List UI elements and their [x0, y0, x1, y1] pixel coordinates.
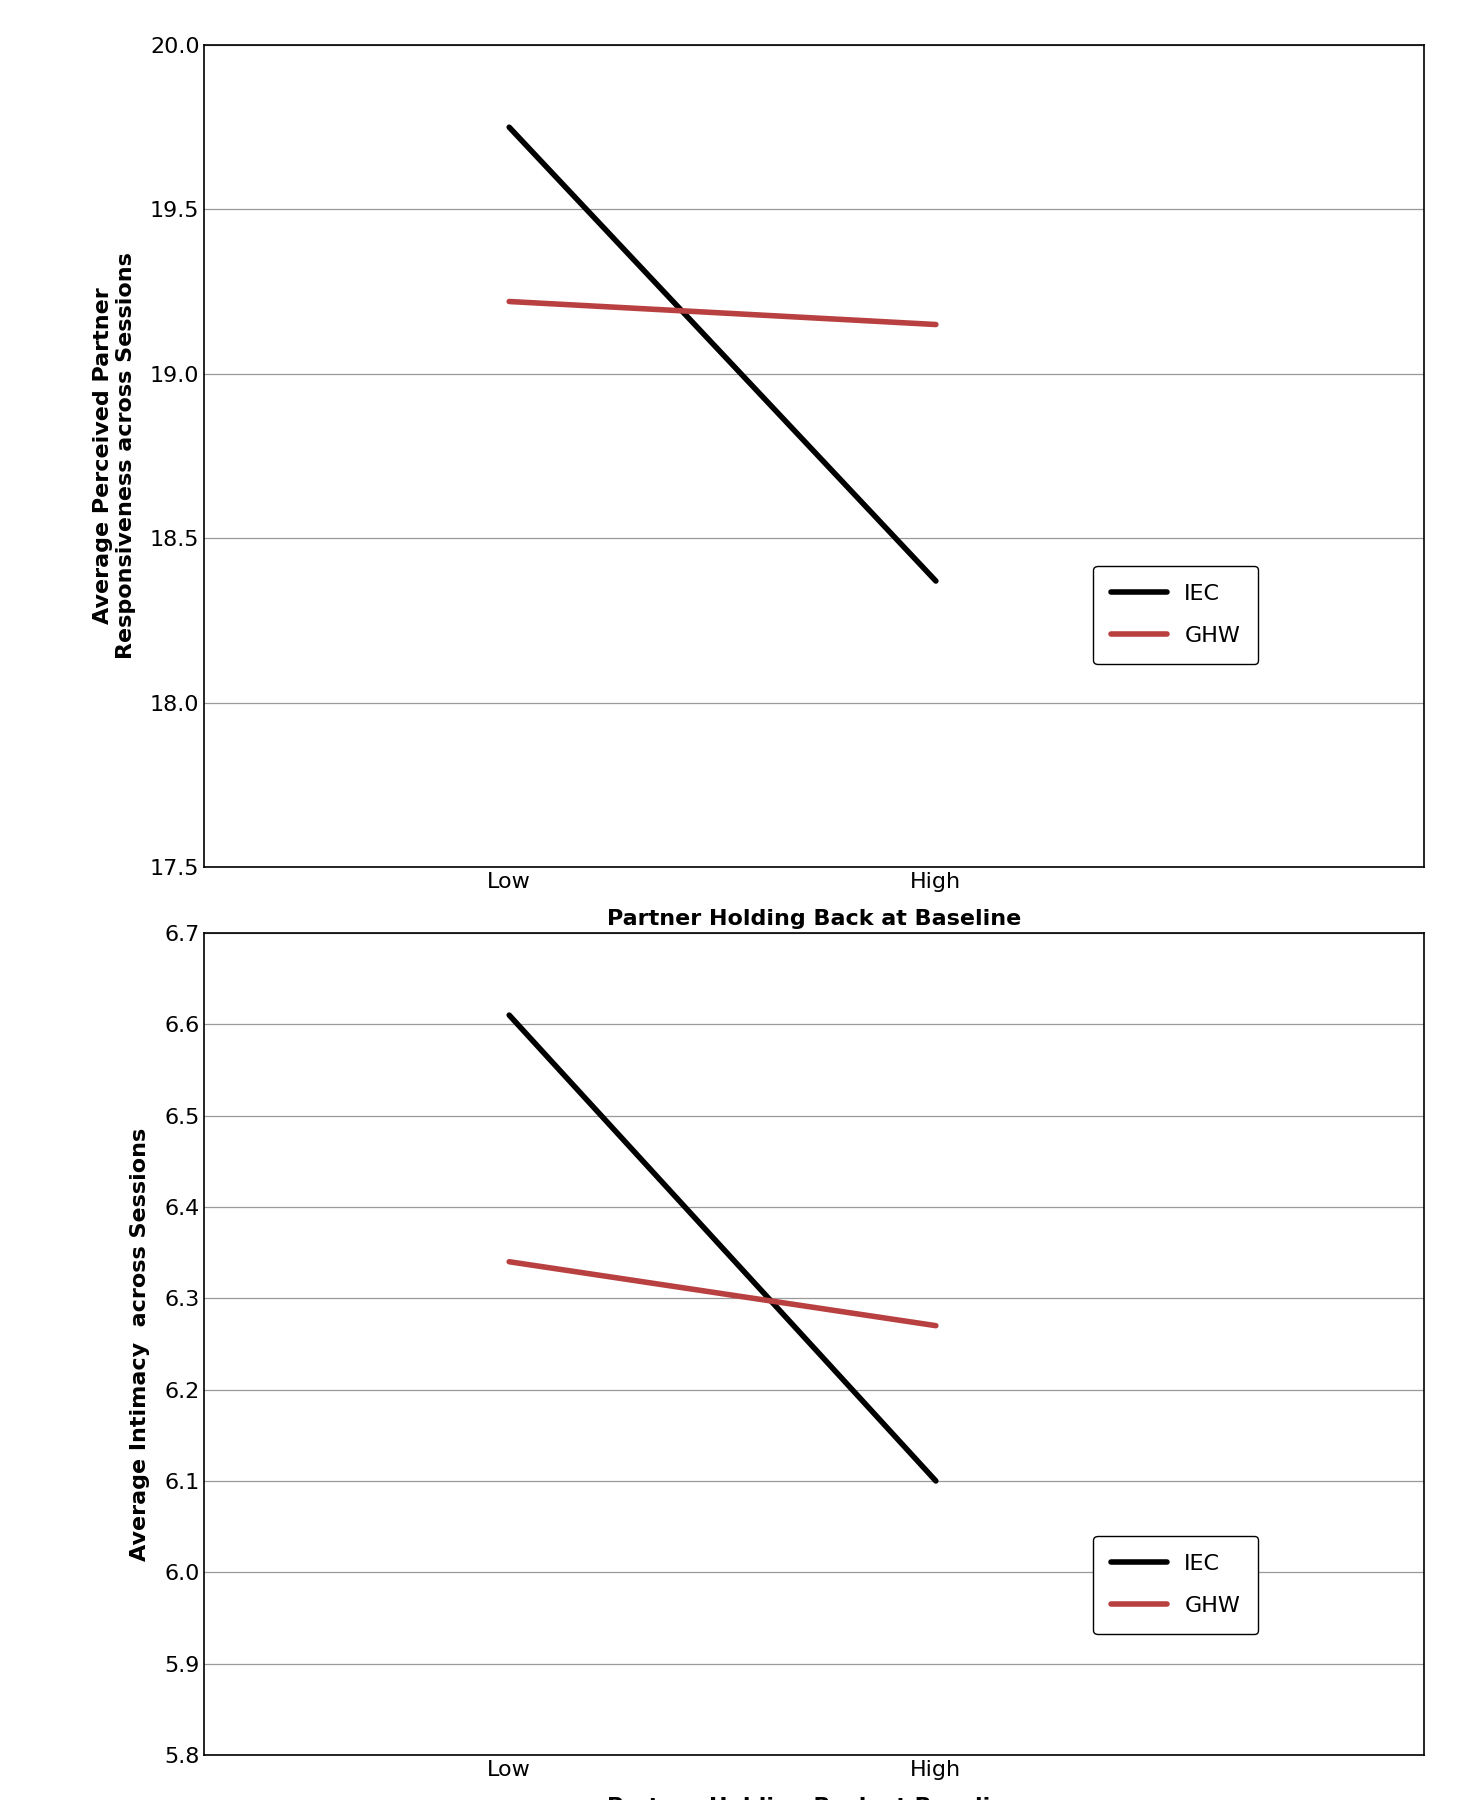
Line: GHW: GHW: [510, 1262, 936, 1325]
Legend: IEC, GHW: IEC, GHW: [1094, 1535, 1259, 1634]
Y-axis label: Average Perceived Partner
Responsiveness across Sessions: Average Perceived Partner Responsiveness…: [93, 252, 136, 659]
GHW: [927, 1314, 945, 1336]
Y-axis label: Average Intimacy  across Sessions: Average Intimacy across Sessions: [130, 1127, 150, 1561]
Line: GHW: GHW: [510, 301, 936, 324]
X-axis label: Partner Holding Back at Baseline: Partner Holding Back at Baseline: [607, 909, 1021, 929]
IEC: [927, 1471, 945, 1492]
IEC: [501, 1004, 518, 1026]
Legend: IEC, GHW: IEC, GHW: [1094, 565, 1259, 664]
Line: IEC: IEC: [510, 128, 936, 581]
X-axis label: Partner Holding Back at Baseline: Partner Holding Back at Baseline: [607, 1796, 1021, 1800]
GHW: [501, 1251, 518, 1273]
GHW: [501, 290, 518, 313]
GHW: [927, 313, 945, 335]
IEC: [501, 117, 518, 139]
Line: IEC: IEC: [510, 1015, 936, 1481]
IEC: [927, 571, 945, 592]
